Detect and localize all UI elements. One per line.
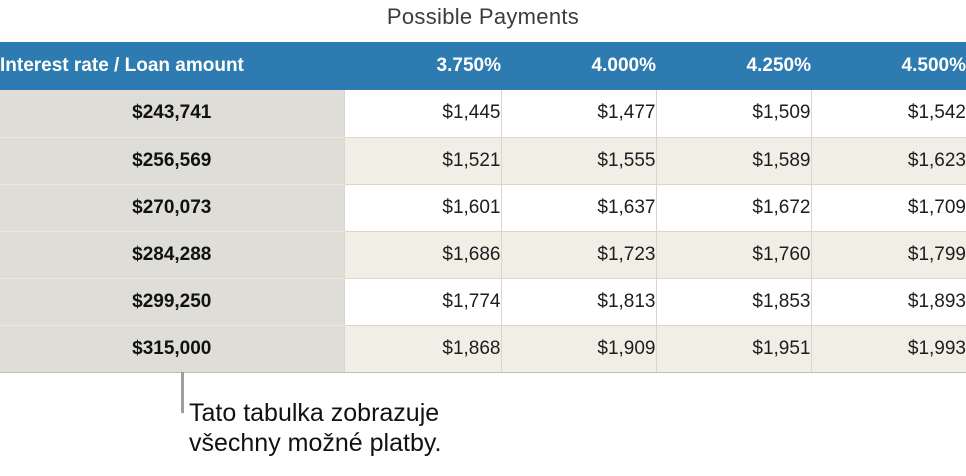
callout-text: Tato tabulka zobrazuje všechny možné pla…: [189, 398, 441, 458]
loan-amount-cell[interactable]: $299,250: [0, 278, 344, 326]
payment-cell[interactable]: $1,760: [655, 231, 811, 279]
payment-cell[interactable]: $1,637: [500, 184, 656, 232]
payment-cell[interactable]: $1,951: [655, 325, 811, 373]
corner-header-cell[interactable]: Interest rate / Loan amount: [0, 42, 344, 90]
loan-amount-cell[interactable]: $243,741: [0, 90, 344, 138]
payment-cell[interactable]: $1,686: [343, 231, 501, 279]
table-row: $315,000 $1,868 $1,909 $1,951 $1,993: [0, 325, 966, 373]
payment-cell[interactable]: $1,723: [500, 231, 656, 279]
payment-cell[interactable]: $1,521: [343, 137, 501, 185]
loan-amount-cell[interactable]: $256,569: [0, 137, 344, 185]
callout-leader-line: [181, 372, 184, 413]
table-row: $270,073 $1,601 $1,637 $1,672 $1,709: [0, 184, 966, 232]
payment-cell[interactable]: $1,813: [500, 278, 656, 326]
payment-cell[interactable]: $1,672: [655, 184, 811, 232]
table-row: $256,569 $1,521 $1,555 $1,589 $1,623: [0, 137, 966, 185]
payment-cell[interactable]: $1,623: [810, 137, 966, 185]
payment-cell[interactable]: $1,893: [810, 278, 966, 326]
payment-cell[interactable]: $1,853: [655, 278, 811, 326]
payment-cell[interactable]: $1,589: [655, 137, 811, 185]
rate-header-cell[interactable]: 4.250%: [656, 42, 811, 90]
payment-cell[interactable]: $1,542: [810, 90, 966, 138]
payment-cell[interactable]: $1,601: [343, 184, 501, 232]
payment-cell[interactable]: $1,509: [655, 90, 811, 138]
payment-cell[interactable]: $1,774: [343, 278, 501, 326]
payment-cell[interactable]: $1,555: [500, 137, 656, 185]
table-row: $284,288 $1,686 $1,723 $1,760 $1,799: [0, 231, 966, 279]
payment-cell[interactable]: $1,477: [500, 90, 656, 138]
payment-cell[interactable]: $1,909: [500, 325, 656, 373]
callout-line-1: Tato tabulka zobrazuje: [189, 399, 440, 427]
table-row: $243,741 $1,445 $1,477 $1,509 $1,542: [0, 90, 966, 138]
loan-amount-cell[interactable]: $315,000: [0, 325, 344, 373]
loan-amount-cell[interactable]: $284,288: [0, 231, 344, 279]
payment-cell[interactable]: $1,868: [343, 325, 501, 373]
payment-cell[interactable]: $1,799: [810, 231, 966, 279]
payment-cell[interactable]: $1,993: [810, 325, 966, 373]
table-title: Possible Payments: [386, 4, 580, 29]
payment-cell[interactable]: $1,709: [810, 184, 966, 232]
rate-header-cell[interactable]: 4.500%: [811, 42, 966, 90]
rate-header-cell[interactable]: 3.750%: [344, 42, 501, 90]
loan-amount-cell[interactable]: $270,073: [0, 184, 344, 232]
rate-header-cell[interactable]: 4.000%: [501, 42, 656, 90]
table-row: $299,250 $1,774 $1,813 $1,853 $1,893: [0, 278, 966, 326]
callout-line-2: všechny možné platby.: [189, 429, 442, 457]
payment-cell[interactable]: $1,445: [343, 90, 501, 138]
possible-payments-table: Interest rate / Loan amount 3.750% 4.000…: [0, 42, 966, 373]
header-row: Interest rate / Loan amount 3.750% 4.000…: [0, 42, 966, 90]
